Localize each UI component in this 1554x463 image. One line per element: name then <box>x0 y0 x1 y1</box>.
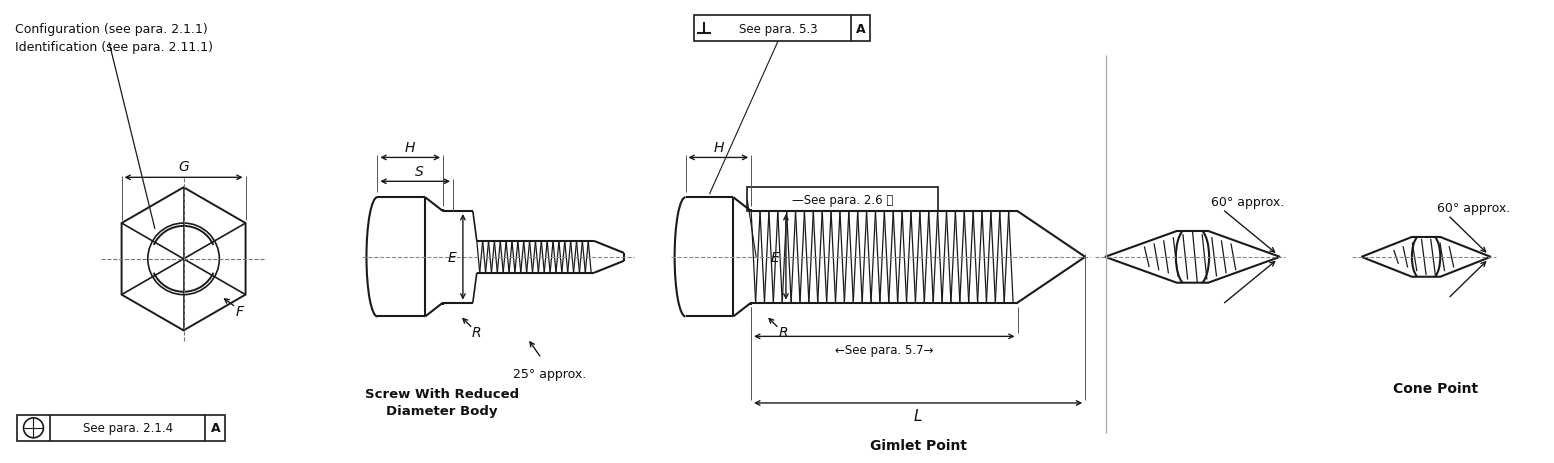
Text: S: S <box>415 165 424 179</box>
Text: Configuration (see para. 2.1.1): Configuration (see para. 2.1.1) <box>14 23 207 36</box>
Text: Screw With Reduced: Screw With Reduced <box>365 387 519 400</box>
Text: E: E <box>448 250 457 264</box>
Text: E: E <box>771 250 780 264</box>
Bar <box>17 415 225 441</box>
Text: 60° approx.: 60° approx. <box>1437 201 1510 214</box>
Text: R: R <box>779 325 788 340</box>
Text: Gimlet Point: Gimlet Point <box>870 438 967 452</box>
Text: —See para. 2.6 Ⓜ: —See para. 2.6 Ⓜ <box>793 193 894 206</box>
Text: G: G <box>179 160 190 174</box>
Text: A: A <box>211 421 221 434</box>
Text: R: R <box>472 325 482 340</box>
Text: F: F <box>236 305 244 319</box>
Text: Identification (see para. 2.11.1): Identification (see para. 2.11.1) <box>14 41 213 54</box>
Text: H: H <box>406 140 415 154</box>
Text: L: L <box>914 408 923 424</box>
Bar <box>693 16 870 42</box>
Text: A: A <box>856 23 866 36</box>
Text: 25° approx.: 25° approx. <box>513 367 586 380</box>
Text: ←See para. 5.7→: ←See para. 5.7→ <box>834 343 934 356</box>
Bar <box>747 188 939 212</box>
Text: See para. 5.3: See para. 5.3 <box>738 23 817 36</box>
Text: Cone Point: Cone Point <box>1394 381 1478 395</box>
Text: 60° approx.: 60° approx. <box>1211 195 1284 208</box>
Text: Diameter Body: Diameter Body <box>387 405 497 418</box>
Text: See para. 2.1.4: See para. 2.1.4 <box>82 421 172 434</box>
Text: H: H <box>713 140 724 154</box>
